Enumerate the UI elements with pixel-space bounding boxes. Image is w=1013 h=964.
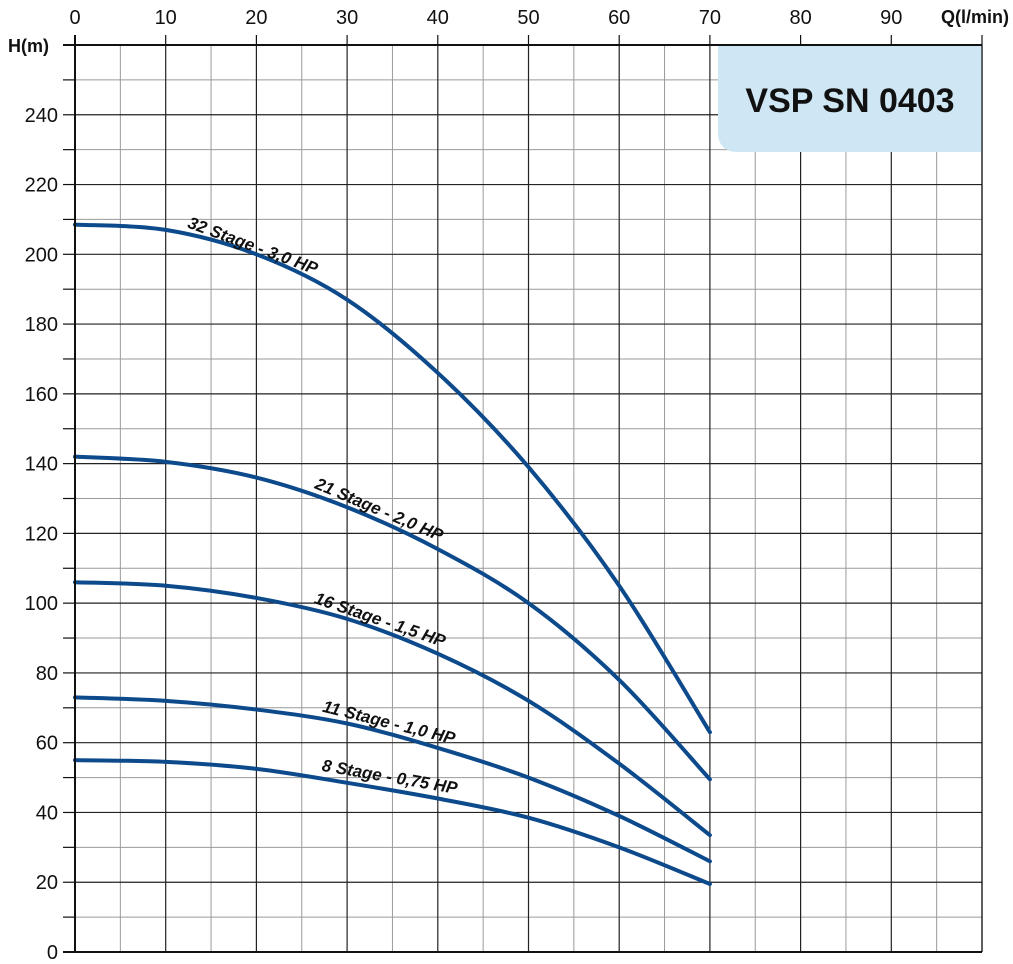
curve-label: 21 Stage - 2,0 HP [311, 474, 446, 546]
y-tick-label: 240 [25, 105, 58, 127]
y-tick-label: 160 [25, 384, 58, 406]
curve-labels: 32 Stage - 3,0 HP 21 Stage - 2,0 HP 16 Sta… [185, 213, 459, 798]
performance-curve [73, 454, 712, 782]
y-tick-label: 220 [25, 175, 58, 197]
y-tick-label: 40 [36, 802, 58, 824]
x-axis-title: Q(l/min) [941, 7, 1009, 27]
x-tick-label: 20 [245, 7, 267, 29]
chart-title: VSP SN 0403 [745, 82, 954, 120]
y-tick-label: 60 [36, 733, 58, 755]
title-badge-background [718, 45, 982, 152]
y-tick-label: 0 [47, 942, 58, 964]
y-tick-label: 120 [25, 523, 58, 545]
y-tick-label: 180 [25, 314, 58, 336]
x-tick-label: 0 [69, 7, 80, 29]
x-tick-labels: 0 10 20 30 40 50 60 70 80 90 [69, 7, 902, 29]
performance-curve [73, 695, 712, 864]
axes [63, 35, 983, 953]
performance-curve [73, 758, 712, 886]
x-tick-label: 90 [880, 7, 902, 29]
y-tick-labels: 0 20 40 60 80 100 120 140 160 180 200 220 240 [25, 105, 58, 964]
performance-curve [73, 222, 712, 735]
y-tick-label: 100 [25, 593, 58, 615]
performance-curves [73, 222, 712, 886]
x-tick-label: 40 [427, 7, 449, 29]
performance-curve [73, 580, 712, 838]
x-tick-label: 50 [517, 7, 539, 29]
y-tick-label: 140 [25, 454, 58, 476]
x-tick-label: 10 [155, 7, 177, 29]
y-tick-label: 200 [25, 244, 58, 266]
y-tick-label: 80 [36, 663, 58, 685]
y-axis-title: H(m) [8, 36, 49, 56]
x-tick-label: 60 [608, 7, 630, 29]
title-badge: VSP SN 0403 [718, 45, 982, 152]
x-tick-label: 70 [699, 7, 721, 29]
curve-label: 16 Stage - 1,5 HP [312, 589, 448, 651]
y-tick-label: 20 [36, 872, 58, 894]
curve-label: 32 Stage - 3,0 HP [185, 213, 321, 278]
x-tick-label: 80 [789, 7, 811, 29]
x-tick-label: 30 [336, 7, 358, 29]
